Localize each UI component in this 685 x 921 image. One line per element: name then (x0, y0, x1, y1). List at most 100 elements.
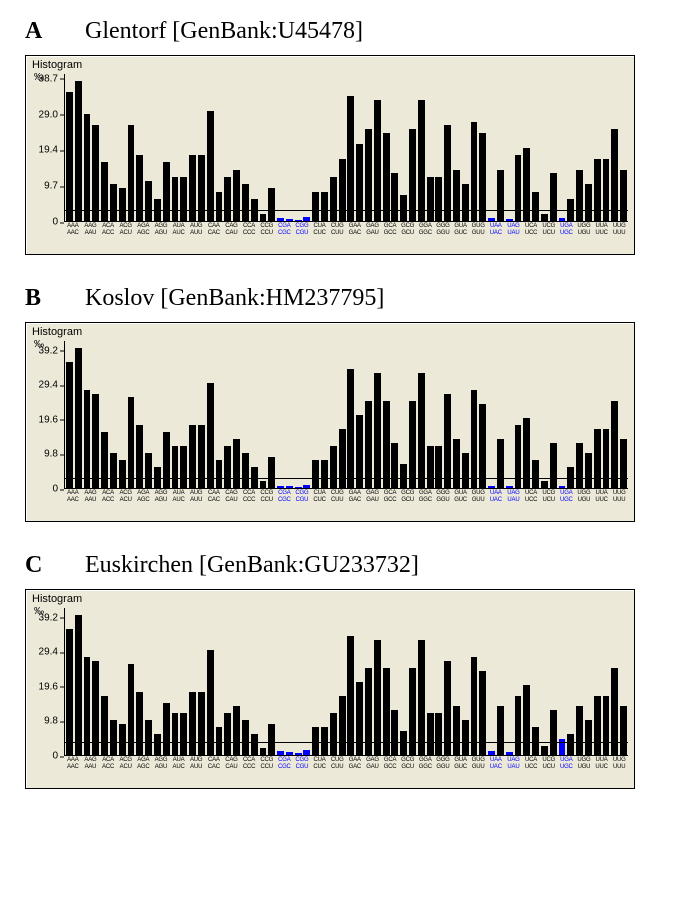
x-label: CGA CGC (276, 490, 294, 504)
bar-codon (312, 460, 319, 488)
bar-slot (197, 608, 206, 755)
bar-slot (408, 608, 417, 755)
x-label: UAA UAC (487, 490, 505, 504)
bar-slot (259, 74, 268, 221)
x-label-slot: UAG UAU (505, 223, 523, 251)
x-label-slot: AUA AUC (170, 223, 188, 251)
y-tick-label: 9.8 (44, 449, 58, 460)
bar-stop-codon (488, 218, 495, 221)
bar-slot (452, 74, 461, 221)
bar-codon (75, 81, 82, 221)
bar-codon (180, 713, 187, 755)
x-label: CAG CAU (223, 757, 241, 771)
x-label-slot: GGA GGC (417, 757, 435, 785)
x-label: UAA UAC (487, 757, 505, 771)
bar-slot (127, 608, 136, 755)
bar-slot (558, 341, 567, 488)
bar-slot (197, 74, 206, 221)
bar-slot (171, 341, 180, 488)
x-label: GAA GAC (346, 757, 364, 771)
x-label: GGG GGU (434, 757, 452, 771)
x-label: GCG GCU (399, 757, 417, 771)
x-label-slot: UAG UAU (505, 757, 523, 785)
x-label: CGA CGC (276, 223, 294, 237)
bar-codon (268, 188, 275, 221)
x-label-slot: CUA CUC (311, 223, 329, 251)
bar-slot (373, 608, 382, 755)
x-label: AGA AGC (135, 490, 153, 504)
bar-slot (91, 608, 100, 755)
x-label-slot: AAG AAU (82, 490, 100, 518)
bar-codon (66, 92, 73, 221)
x-label: AUA AUC (170, 490, 188, 504)
x-label-slot: UUG UUU (610, 757, 628, 785)
bar-slot (135, 341, 144, 488)
bar-codon (427, 713, 434, 755)
x-label: CGG CGU (293, 757, 311, 771)
x-label-slot: UGG UGU (575, 223, 593, 251)
bar-codon (251, 734, 258, 755)
bar-codon (383, 401, 390, 489)
bar-slot (434, 74, 443, 221)
bar-codon (594, 159, 601, 221)
x-label-slot: AGA AGC (135, 757, 153, 785)
bar-slot (320, 74, 329, 221)
bar-codon (312, 192, 319, 221)
bar-codon (198, 692, 205, 755)
panel-b-y-ticks: 39.229.419.69.80 (26, 341, 62, 489)
bar-slot (206, 341, 215, 488)
x-label-slot: GCG GCU (399, 223, 417, 251)
x-label-slot: CCA CCC (240, 223, 258, 251)
x-label-slot: UCG UCU (540, 223, 558, 251)
bar-slot (575, 608, 584, 755)
bar-slot (364, 74, 373, 221)
bar-codon (418, 640, 425, 756)
x-label: GAG GAU (364, 223, 382, 237)
bar-slot (338, 74, 347, 221)
bar-codon (453, 439, 460, 488)
bar-codon (207, 111, 214, 221)
bar-stop-codon (303, 217, 310, 221)
bar-slot (232, 74, 241, 221)
bar-slot (566, 608, 575, 755)
bar-codon (611, 401, 618, 489)
bar-codon (154, 734, 161, 755)
bar-codon (347, 369, 354, 488)
bar-codon (172, 713, 179, 755)
y-tick-label: 0 (52, 484, 58, 495)
x-label: AGA AGC (135, 757, 153, 771)
bar-slot (171, 74, 180, 221)
x-label-slot: AUA AUC (170, 757, 188, 785)
x-label: AUG AUU (187, 223, 205, 237)
bar-slot (470, 74, 479, 221)
panel-b-bars (65, 341, 628, 488)
x-label: CCG CCU (258, 757, 276, 771)
bar-codon (400, 464, 407, 489)
bar-slot (443, 74, 452, 221)
bar-slot (531, 74, 540, 221)
x-label-slot: CUA CUC (311, 757, 329, 785)
bar-slot (382, 608, 391, 755)
x-label-slot: CCG CCU (258, 490, 276, 518)
x-label-slot: AAA AAC (64, 490, 82, 518)
panel-b-plot-area (64, 341, 628, 489)
panel-a-label: Glentorf [GenBank:U45478] (85, 18, 363, 45)
y-tick-label: 29.0 (39, 109, 58, 120)
bar-slot (250, 608, 259, 755)
bar-codon (145, 453, 152, 488)
x-label: UCG UCU (540, 223, 558, 237)
bar-slot (584, 608, 593, 755)
bar-codon (189, 155, 196, 221)
x-label-slot: UAG UAU (505, 490, 523, 518)
bar-slot (619, 74, 628, 221)
x-label: CCA CCC (240, 223, 258, 237)
x-label: GAG GAU (364, 757, 382, 771)
x-label: ACA ACC (99, 757, 117, 771)
x-label: UUG UUU (610, 757, 628, 771)
x-label: GCG GCU (399, 223, 417, 237)
x-label: AGG AGU (152, 490, 170, 504)
bar-slot (452, 608, 461, 755)
bar-slot (83, 608, 92, 755)
bar-slot (347, 341, 356, 488)
x-label-slot: UGG UGU (575, 490, 593, 518)
